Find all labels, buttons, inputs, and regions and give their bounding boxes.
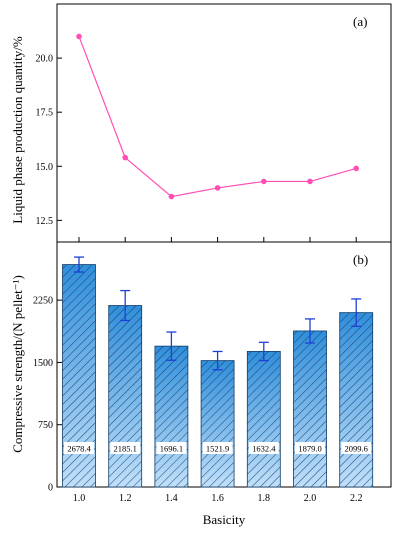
x-tick-label: 1.2 — [119, 493, 132, 504]
panel-b-bars: 2678.4 2185.1 1696.1 1521.9 1632.4 1879.0 2099… — [62, 256, 374, 488]
panel-a-data-point — [76, 33, 82, 40]
panel-a-data-point — [353, 165, 360, 172]
data-label: 1696.1 — [160, 444, 183, 454]
panel-a-data-point — [168, 193, 175, 200]
bar-hatch — [293, 330, 327, 487]
panel-a-x-ticks — [78, 237, 357, 242]
data-label: 1879.0 — [298, 444, 321, 454]
x-tick-label: 1.8 — [258, 493, 271, 504]
panel-a-data-point — [261, 178, 267, 185]
x-tick-label: 2.2 — [350, 493, 363, 504]
data-label: 2099.6 — [345, 444, 368, 454]
panel-a-line-chart: (a) Liquid phase production quantity/% 1… — [10, 3, 392, 243]
x-tick-label: 1.0 — [73, 493, 86, 504]
panel-a-y-ticks: 12.5 15.0 17.5 20.0 — [36, 54, 62, 227]
data-label: 1521.9 — [206, 444, 229, 454]
panel-b-y-ticks: 0 750 1500 2250 — [33, 296, 62, 494]
panel-b-bar-chart: (b) Compressive strength/(N pellet⁻¹) Ba… — [10, 241, 392, 527]
x-tick-label: 2.0 — [304, 493, 317, 504]
data-label-box — [248, 442, 279, 454]
data-label-box — [202, 442, 233, 454]
panel-a-y-tick-label: 15.0 — [36, 162, 54, 173]
data-label-box — [295, 442, 325, 454]
x-tick-label: 1.6 — [211, 493, 224, 504]
data-label-box — [156, 442, 187, 454]
x-axis-title: Basicity — [203, 512, 246, 527]
data-label: 2678.4 — [67, 444, 91, 454]
data-label-box — [341, 442, 372, 454]
panel-a-series-line — [78, 36, 357, 198]
panel-b-y-tick-label: 1500 — [33, 358, 53, 369]
panel-a-y-tick-label: 12.5 — [36, 216, 54, 227]
panel-a-frame — [56, 3, 392, 243]
data-label-box — [110, 442, 141, 454]
panel-a-y-tick-label: 17.5 — [36, 108, 54, 119]
bar-hatch — [108, 305, 142, 487]
panel-b-y-tick-label: 0 — [48, 483, 53, 494]
bar-hatch — [339, 312, 373, 487]
x-tick-label: 1.4 — [165, 493, 178, 504]
panel-a-label: (a) — [353, 14, 367, 29]
panel-a-data-point — [122, 154, 128, 161]
panel-b-label: (b) — [353, 252, 368, 267]
panel-b-y-axis-title: Compressive strength/(N pellet⁻¹) — [10, 275, 25, 453]
data-label: 1632.4 — [252, 444, 276, 454]
data-label-box — [64, 442, 94, 454]
panel-b-y-tick-label: 750 — [38, 420, 53, 431]
panel-a-data-point — [307, 178, 313, 185]
bar-hatch — [201, 360, 235, 487]
panel-b-y-tick-label: 2250 — [33, 296, 53, 307]
bar-hatch — [247, 351, 281, 487]
panel-a-y-axis-title: Liquid phase production quantity/% — [10, 36, 25, 224]
panel-a-data-point — [214, 185, 221, 191]
panel-a-series — [76, 33, 360, 200]
bar-hatch — [154, 346, 188, 487]
panel-a-y-tick-label: 20.0 — [36, 54, 54, 65]
data-label: 2185.1 — [114, 444, 137, 454]
